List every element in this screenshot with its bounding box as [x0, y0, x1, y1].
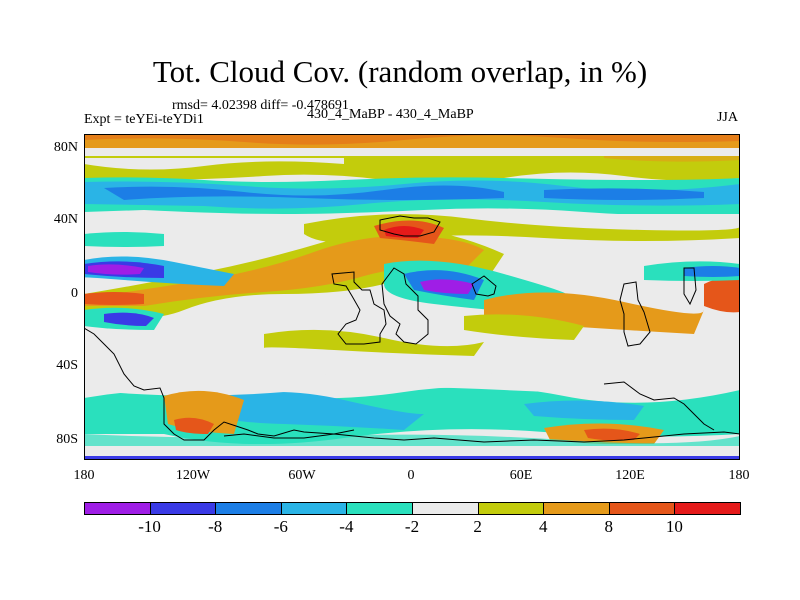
colorbar-label: 8	[604, 517, 614, 536]
colorbar-label: 4	[538, 517, 548, 536]
colorbar-label: -4	[339, 517, 354, 536]
colorbar-label: 10	[665, 517, 683, 536]
colorbar-label: -2	[404, 517, 420, 536]
colorbar-swatch	[608, 502, 676, 515]
colorbar-swatch	[346, 502, 413, 515]
x-tick-60e: 60E	[509, 468, 533, 483]
colorbar	[84, 502, 741, 515]
colorbar-swatch	[280, 502, 348, 515]
colorbar-label: -6	[273, 517, 288, 536]
map-svg	[84, 134, 740, 460]
colorbar-swatch	[84, 502, 151, 515]
y-tick-40n: 40N	[53, 212, 78, 227]
x-tick-120w: 120W	[175, 468, 211, 483]
cloud-cover-map	[84, 134, 740, 460]
experiment-label: Expt = teYEi-teYDi1	[84, 112, 204, 127]
colorbar-swatch	[477, 502, 545, 515]
colorbar-swatch	[674, 502, 741, 515]
plot-title: Tot. Cloud Cov. (random overlap, in %)	[152, 54, 648, 89]
x-tick-180w: 180	[73, 468, 95, 483]
colorbar-label: -8	[208, 517, 223, 536]
y-tick-40s: 40S	[56, 358, 78, 373]
y-tick-0: 0	[71, 286, 78, 301]
colorbar-label: -10	[138, 517, 161, 536]
x-tick-0: 0	[407, 468, 415, 483]
season-label: JJA	[716, 110, 738, 125]
y-tick-80s: 80S	[56, 432, 78, 447]
colorbar-swatch	[215, 502, 282, 515]
rmsd-diff-stats: rmsd= 4.02398 diff= -0.478691	[172, 98, 349, 113]
x-tick-180e: 180	[728, 468, 750, 483]
colorbar-swatch	[412, 502, 479, 515]
colorbar-swatch	[543, 502, 610, 515]
colorbar-label: 2	[473, 517, 482, 536]
case-label: 430_4_MaBP - 430_4_MaBP	[307, 107, 474, 122]
y-tick-80n: 80N	[53, 140, 78, 155]
x-tick-120e: 120E	[615, 468, 645, 483]
x-tick-60w: 60W	[288, 468, 316, 483]
colorbar-swatch	[149, 502, 217, 515]
